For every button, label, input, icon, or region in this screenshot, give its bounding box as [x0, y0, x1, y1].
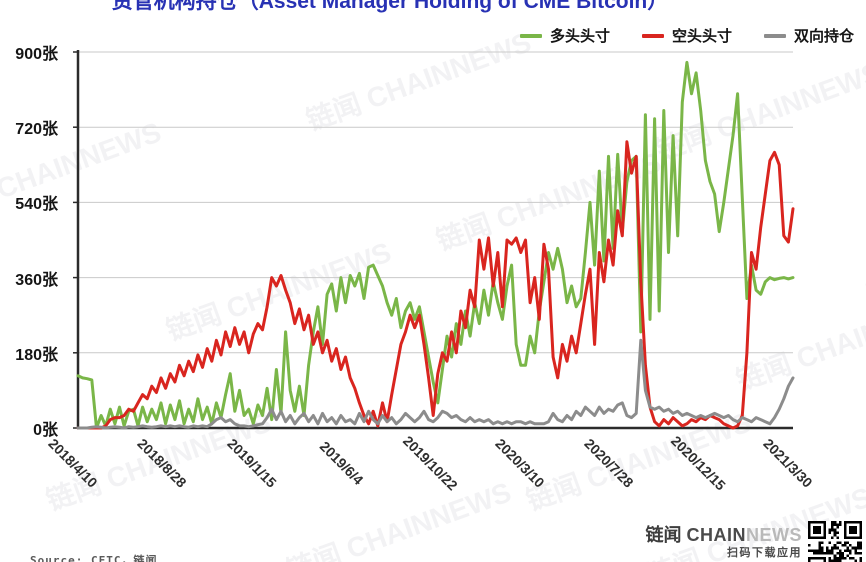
brand-chain: CHAIN: [686, 525, 746, 545]
legend-item-short: 空头头寸: [641, 25, 732, 46]
source-note: Source: CFTC，链闻: [30, 554, 158, 562]
y-tick-label: 720张: [15, 121, 58, 139]
long-series-dash-icon: [519, 33, 542, 38]
dual-series-dash-icon: [763, 33, 786, 38]
brand-cn: 链闻: [645, 525, 682, 545]
legend-label-short: 空头头寸: [671, 28, 732, 45]
chainnews-logo-text: 链闻 CHAINNEWS: [645, 525, 802, 545]
legend-item-dual: 双向持仓: [763, 25, 854, 46]
y-tick-label: 180张: [15, 346, 58, 364]
chainnews-logo: 链闻 CHAINNEWS 扫码下载应用: [645, 525, 802, 562]
legend-label-long: 多头头寸: [549, 28, 610, 45]
brand-news: NEWS: [746, 525, 802, 545]
y-tick-label: 0张: [33, 422, 58, 439]
qr-code: [808, 521, 862, 562]
chart-title: 资管机构持仓（Asset Manager Holding of CME Bitc…: [111, 0, 669, 13]
y-tick-label: 360张: [15, 271, 58, 289]
y-tick-label: 900张: [15, 46, 58, 63]
short-series-dash-icon: [641, 33, 664, 38]
y-tick-label: 540张: [15, 196, 58, 214]
legend-item-long: 多头头寸: [519, 25, 610, 46]
brand-tagline: 扫码下载应用: [727, 547, 802, 559]
legend-label-dual: 双向持仓: [793, 28, 854, 45]
chart-legend: 多头头寸 空头头寸 双向持仓: [519, 25, 854, 46]
